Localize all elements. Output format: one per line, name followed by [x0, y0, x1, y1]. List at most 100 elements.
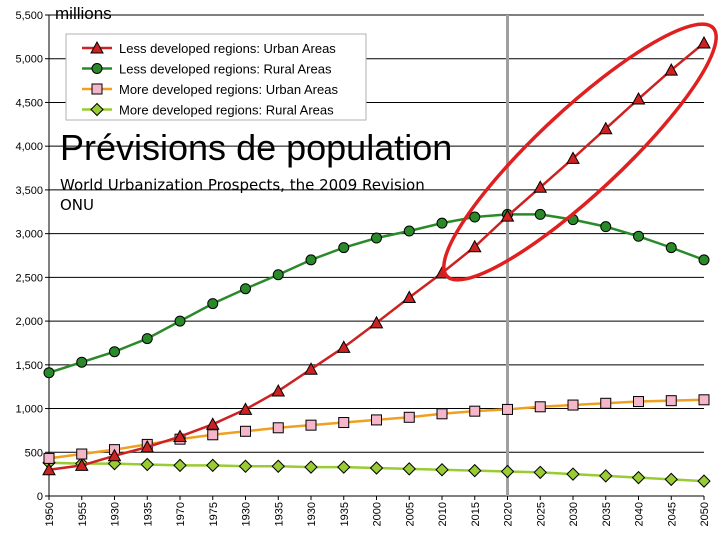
- x-tick-label: 2035: [601, 502, 613, 526]
- legend-marker: [90, 102, 104, 117]
- y-tick-label: 500: [25, 447, 43, 459]
- data-point: [43, 452, 55, 464]
- data-point: [664, 63, 679, 76]
- y-tick-label: 1,500: [15, 360, 43, 372]
- data-point: [598, 121, 613, 135]
- legend-box: [65, 33, 367, 121]
- data-point: [402, 290, 417, 303]
- x-tick-label: 2005: [404, 502, 416, 526]
- y-tick-label: 3,000: [15, 229, 43, 241]
- series-lines: [42, 35, 711, 488]
- data-point: [337, 460, 351, 474]
- data-point: [534, 208, 546, 220]
- x-tick-label: 1930: [110, 502, 122, 526]
- y-tick-label: 4,000: [15, 141, 43, 153]
- data-point: [369, 461, 384, 475]
- data-point: [272, 269, 284, 281]
- legend-label: Less developed regions: Urban Areas: [119, 41, 336, 56]
- data-point: [76, 356, 88, 368]
- legend-marker: [91, 83, 103, 95]
- series-1: [43, 208, 710, 379]
- data-point: [665, 395, 677, 407]
- data-point: [633, 396, 644, 408]
- chart-subtitle: World Urbanization Prospects, the 2009 R…: [60, 176, 425, 194]
- data-point: [698, 394, 710, 406]
- x-tick-label: 2000: [372, 502, 384, 526]
- series-2: [43, 394, 710, 464]
- data-point: [240, 283, 251, 295]
- data-point: [697, 474, 711, 488]
- data-point: [502, 403, 513, 415]
- x-tick-label: 1935: [339, 502, 351, 526]
- data-point: [305, 254, 317, 266]
- data-point: [207, 429, 219, 441]
- data-point: [271, 459, 285, 473]
- x-tick-label: 1975: [208, 502, 220, 526]
- x-tick-label: 2010: [437, 502, 449, 526]
- x-tick-label: 2030: [568, 502, 580, 526]
- data-point: [436, 408, 448, 420]
- legend-item: More developed regions: Rural Areas: [82, 103, 334, 118]
- x-tick-label: 1950: [44, 502, 56, 526]
- data-point: [600, 221, 612, 233]
- data-point: [567, 399, 579, 411]
- data-point: [74, 458, 89, 471]
- y-tick-label: 5,500: [15, 10, 43, 22]
- data-point: [600, 397, 612, 409]
- x-tick-label: 1970: [175, 502, 187, 526]
- x-tick-label: 1930: [306, 502, 318, 526]
- data-point: [109, 346, 120, 358]
- legend-item: Less developed regions: Rural Areas: [82, 62, 332, 77]
- y-tick-label: 3,500: [15, 185, 43, 197]
- y-tick-label: 0: [37, 491, 43, 503]
- y-tick-labels: 0 500 1,000 1,500 2,000 2,500 3,000 3,500 4,000 4…: [15, 10, 43, 503]
- legend-marker: [91, 63, 103, 74]
- data-point: [631, 91, 646, 105]
- data-point: [304, 362, 318, 375]
- data-point: [107, 448, 122, 462]
- data-point: [633, 230, 644, 242]
- legend: Less developed regions: Urban Areas Less …: [65, 33, 367, 121]
- data-point: [469, 211, 481, 223]
- data-point: [174, 315, 186, 327]
- x-tick-label: 1955: [77, 502, 89, 526]
- data-point: [207, 298, 219, 310]
- data-point: [140, 439, 155, 453]
- highlight-ellipse: [442, 22, 718, 282]
- data-point: [566, 151, 580, 164]
- legend-label: More developed regions: Rural Areas: [119, 103, 334, 118]
- data-point: [141, 333, 153, 345]
- data-point: [697, 35, 711, 49]
- data-point: [240, 425, 251, 437]
- data-point: [205, 417, 220, 430]
- data-point: [238, 402, 253, 415]
- data-point: [500, 464, 515, 479]
- axes: [45, 14, 705, 500]
- data-point: [665, 242, 677, 254]
- data-point: [599, 469, 613, 483]
- data-point: [403, 225, 415, 237]
- legend-item: Less developed regions: Urban Areas: [82, 40, 336, 56]
- data-point: [467, 239, 482, 253]
- data-point: [435, 463, 449, 477]
- y-tick-label: 2,000: [15, 316, 43, 328]
- data-point: [469, 405, 481, 417]
- data-point: [533, 180, 548, 193]
- x-tick-label: 2015: [470, 502, 482, 526]
- data-point: [664, 472, 678, 487]
- data-point: [533, 465, 547, 480]
- data-point: [371, 232, 382, 244]
- data-point: [534, 401, 546, 413]
- data-point: [238, 459, 253, 473]
- data-point: [566, 467, 580, 481]
- data-point: [42, 462, 56, 476]
- x-tick-label: 1930: [241, 502, 253, 526]
- y-tick-label: 4,500: [15, 97, 43, 109]
- data-point: [43, 367, 55, 379]
- series-3: [42, 456, 711, 488]
- data-point: [402, 462, 416, 476]
- series-0: [42, 35, 711, 476]
- data-point: [336, 340, 351, 353]
- data-point: [206, 458, 220, 473]
